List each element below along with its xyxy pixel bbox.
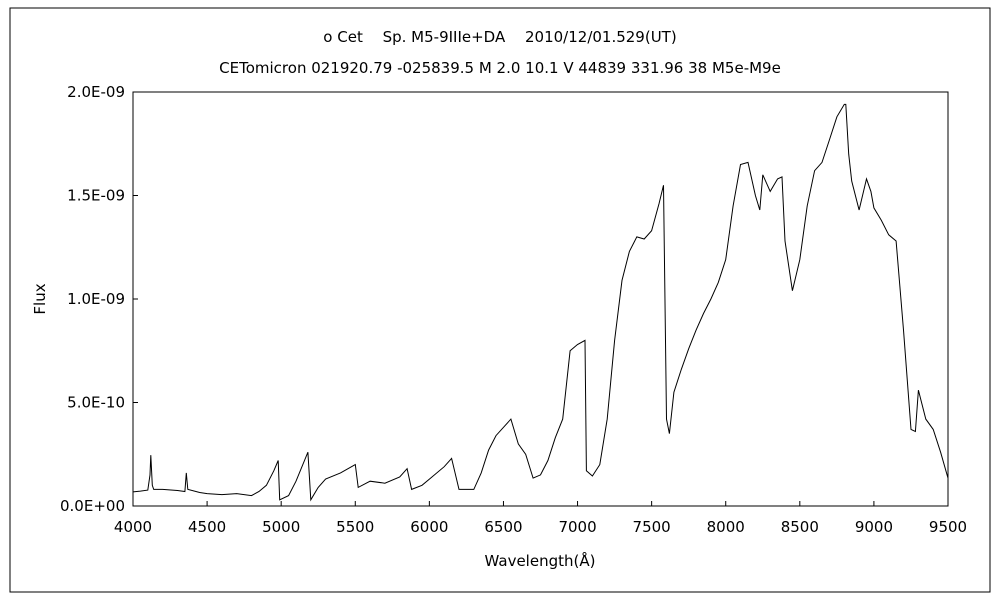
plot-area [132, 91, 949, 507]
x-axis: 4000 4500 5000 5500 6000 6500 7000 7500 8000 8500… [114, 501, 967, 536]
chart-title: ο Cet Sp. M5-9IIIe+DA 2010/12/01.529(UT) [323, 28, 676, 46]
x-tick-label: 6000 [410, 518, 448, 536]
y-tick-label: 0.0E+00 [60, 497, 125, 515]
x-axis-label: Wavelength(Å) [485, 551, 596, 570]
x-tick-label: 4000 [114, 518, 152, 536]
x-tick-label: 8500 [781, 518, 819, 536]
y-tick-label: 1.0E-09 [67, 290, 125, 308]
y-tick-label: 1.5E-09 [67, 187, 125, 205]
y-tick-label: 2.0E-09 [67, 83, 125, 101]
x-tick-label: 7000 [558, 518, 596, 536]
x-tick-label: 5000 [262, 518, 300, 536]
x-tick-label: 9500 [929, 518, 967, 536]
y-axis-label: Flux [31, 283, 49, 314]
x-tick-label: 9000 [855, 518, 893, 536]
x-tick-label: 5500 [336, 518, 374, 536]
x-tick-label: 7500 [633, 518, 671, 536]
series-line [132, 103, 949, 502]
y-tick-label: 5.0E-10 [67, 394, 125, 412]
y-axis: 0.0E+00 5.0E-10 1.0E-09 1.5E-09 2.0E-09 [60, 83, 138, 515]
chart-subtitle: CETomicron 021920.79 -025839.5 M 2.0 10.… [219, 59, 781, 77]
x-tick-label: 4500 [188, 518, 226, 536]
x-tick-label: 8000 [707, 518, 745, 536]
outer-frame [9, 7, 991, 593]
x-tick-label: 6500 [484, 518, 522, 536]
